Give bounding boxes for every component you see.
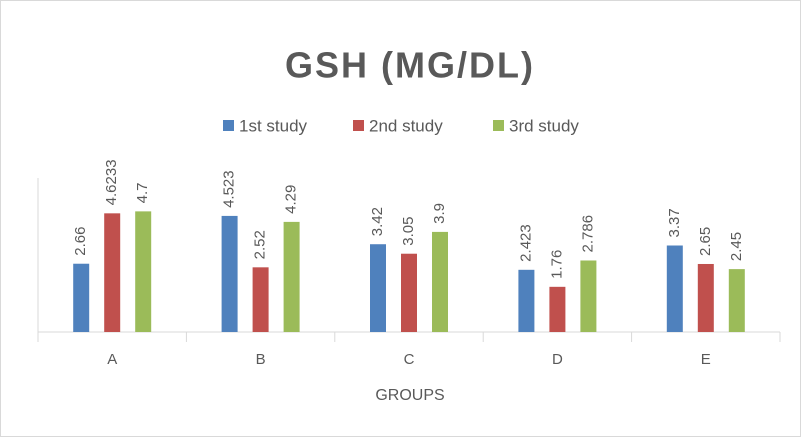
legend-label: 3rd study xyxy=(509,116,579,135)
x-tick-label: B xyxy=(256,351,266,368)
data-label: 2.52 xyxy=(252,230,269,259)
bar xyxy=(104,213,121,332)
x-tick-label: E xyxy=(701,351,711,368)
data-label: 4.29 xyxy=(283,185,300,214)
data-label: 4.523 xyxy=(221,170,238,208)
data-label: 1.76 xyxy=(548,250,565,279)
data-label: 4.7 xyxy=(134,183,151,204)
legend-swatch xyxy=(223,120,234,131)
data-label: 2.66 xyxy=(72,227,89,256)
x-tick-label: D xyxy=(552,351,563,368)
data-label: 3.9 xyxy=(431,203,448,224)
x-tick-label: A xyxy=(107,351,117,368)
bar xyxy=(73,263,90,332)
bar xyxy=(401,253,417,332)
bar xyxy=(666,245,683,332)
data-label: 3.42 xyxy=(369,207,386,236)
bar xyxy=(135,211,152,332)
bar xyxy=(432,231,448,332)
data-label: 2.45 xyxy=(728,232,745,261)
x-tick-label: C xyxy=(404,351,415,368)
bar xyxy=(697,263,714,332)
legend-label: 2nd study xyxy=(369,116,443,135)
data-label: 3.37 xyxy=(666,208,683,237)
bar xyxy=(221,215,238,332)
data-label: 3.05 xyxy=(400,217,417,246)
bar xyxy=(728,269,745,332)
bar xyxy=(283,221,300,332)
legend-swatch xyxy=(353,120,364,131)
legend-swatch xyxy=(493,120,504,131)
data-label: 2.65 xyxy=(697,227,714,256)
chart-title: GSH (MG/DL) xyxy=(285,45,535,86)
bar xyxy=(252,267,269,332)
bar xyxy=(370,244,386,332)
data-label: 4.6233 xyxy=(103,159,120,205)
x-axis-title: GROUPS xyxy=(375,387,444,404)
bar xyxy=(518,269,535,332)
bar xyxy=(580,260,597,332)
data-label: 2.786 xyxy=(579,215,596,253)
bar xyxy=(549,286,566,332)
legend-label: 1st study xyxy=(239,116,308,135)
data-label: 2.423 xyxy=(517,224,534,262)
